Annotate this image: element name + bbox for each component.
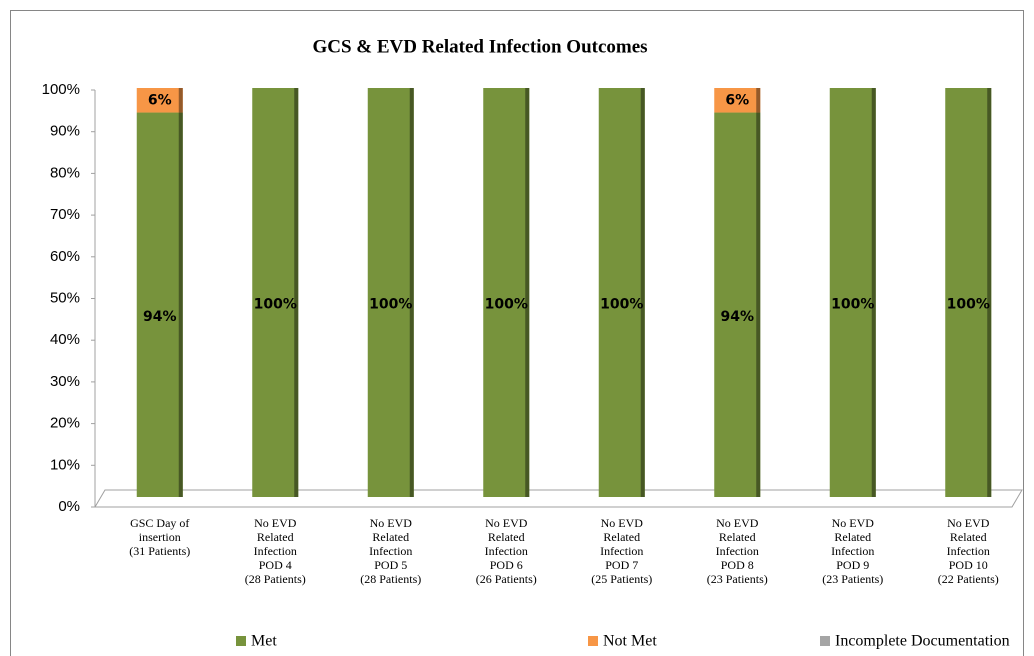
x-tick-line: GSC Day of [130,516,189,530]
y-tick-label: 10% [50,456,80,473]
x-tick-line: Related [719,530,756,544]
bar-segment [714,88,761,113]
x-tick-line: Related [950,530,987,544]
y-tick-label: 70% [50,206,80,223]
legend-swatch [236,636,246,646]
data-label: 100% [947,297,990,313]
bar-side [525,88,530,497]
x-tick-line: (31 Patients) [129,544,190,558]
x-tick-line: insertion [139,530,181,544]
y-tick-label: 20% [50,415,80,432]
data-label: 100% [831,297,874,313]
x-tick-label: GSC Day of insertion (31 Patients) [129,516,190,558]
x-tick-line: No EVD [485,516,528,530]
x-tick-line: No EVD [832,516,875,530]
x-tick-line: Related [488,530,525,544]
data-label: 94% [720,309,754,325]
x-tick-line: No EVD [370,516,413,530]
data-label: 100% [600,297,643,313]
y-tick-label: 90% [50,123,80,140]
bar-side [178,88,183,113]
x-tick-line: Infection [716,544,759,558]
x-tick-label: No EVD Related Infection POD 10 (22 Patients… [938,516,999,586]
x-tick-line: Related [257,530,294,544]
x-tick-line: POD 9 [836,558,869,572]
bar-side [756,88,761,113]
y-tick-label: 80% [50,164,80,181]
bar-segment [136,88,183,113]
y-tick-label: 30% [50,373,80,390]
x-tick-line: (28 Patients) [360,572,421,586]
x-tick-line: No EVD [947,516,990,530]
bar-segment [714,112,761,497]
x-tick-line: (23 Patients) [822,572,883,586]
bar-segment [829,88,876,497]
data-label: 6% [148,92,172,108]
legend-label: Not Met [603,633,657,650]
floor [94,489,1023,508]
x-tick-line: Infection [947,544,990,558]
x-tick-line: Related [834,530,871,544]
chart-title: GCS & EVD Related Infection Outcomes [312,36,647,57]
y-tick-label: 100% [42,81,80,98]
legend-swatch [820,636,830,646]
x-tick-line: (23 Patients) [707,572,768,586]
bar-side [409,88,414,497]
x-tick-label: No EVD Related Infection POD 4 (28 Patients) [245,516,306,586]
x-tick-line: No EVD [254,516,297,530]
data-label: 94% [143,309,177,325]
x-tick-label: No EVD Related Infection POD 6 (26 Patients) [476,516,537,586]
x-tick-line: POD 8 [721,558,754,572]
x-tick-line: POD 10 [949,558,988,572]
x-tick-line: Infection [254,544,297,558]
x-tick-line: Related [372,530,409,544]
bar-side [871,88,876,497]
bar-side [294,88,299,497]
bar-segment [945,88,992,497]
x-tick-label: No EVD Related Infection POD 8 (23 Patients) [707,516,768,586]
x-tick-line: Infection [369,544,412,558]
x-tick-line: (28 Patients) [245,572,306,586]
data-label: 100% [369,297,412,313]
x-tick-line: No EVD [601,516,644,530]
x-tick-label: No EVD Related Infection POD 9 (23 Patients) [822,516,883,586]
bar-side [987,88,992,497]
legend-label: Incomplete Documentation [835,633,1010,650]
x-tick-line: (25 Patients) [591,572,652,586]
bar-segment [483,88,530,497]
bar-segment [136,112,183,497]
bar-segment [252,88,299,497]
x-tick-line: Infection [485,544,528,558]
bar-segment [367,88,414,497]
data-label: 100% [254,297,297,313]
x-tick-line: Related [603,530,640,544]
x-tick-line: (22 Patients) [938,572,999,586]
x-tick-label: No EVD Related Infection POD 5 (28 Patients) [360,516,421,586]
x-tick-line: Infection [831,544,874,558]
data-label: 100% [485,297,528,313]
y-tick-label: 60% [50,248,80,265]
x-tick-line: (26 Patients) [476,572,537,586]
x-tick-label: No EVD Related Infection POD 7 (25 Patients) [591,516,652,586]
y-tick-label: 0% [58,498,80,515]
x-tick-line: No EVD [716,516,759,530]
bar-side [640,88,645,497]
bar-segment [598,88,645,497]
y-tick-label: 40% [50,331,80,348]
x-tick-line: POD 6 [490,558,523,572]
x-tick-line: Infection [600,544,643,558]
x-tick-line: POD 7 [605,558,638,572]
x-tick-line: POD 5 [374,558,407,572]
data-label: 6% [725,92,749,108]
bar-side [178,112,183,497]
y-tick-label: 50% [50,289,80,306]
x-tick-line: POD 4 [259,558,292,572]
bar-side [756,112,761,497]
legend-label: Met [251,633,277,650]
legend-swatch [588,636,598,646]
